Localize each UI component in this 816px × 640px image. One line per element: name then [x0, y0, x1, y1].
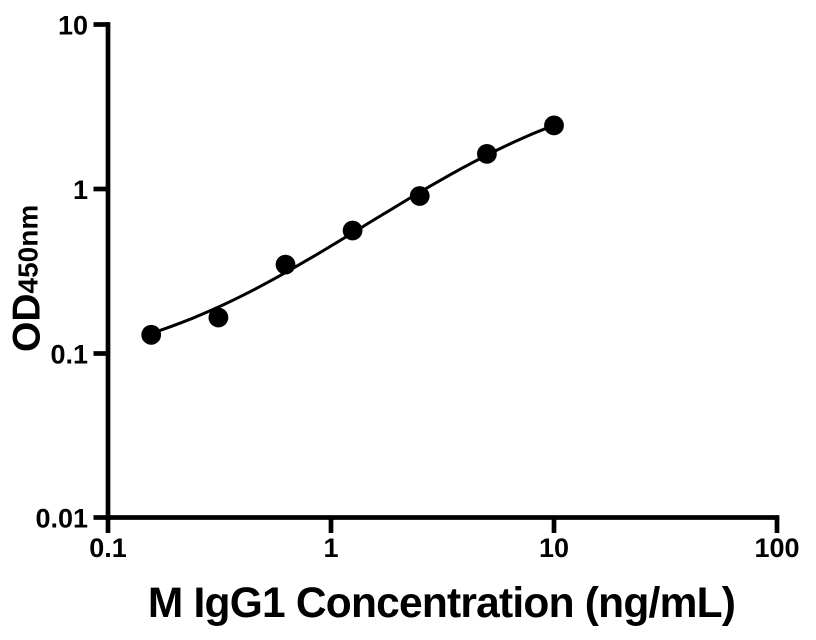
- svg-text:OD450nm: OD450nm: [6, 205, 49, 352]
- svg-text:1: 1: [323, 533, 338, 563]
- svg-text:0.01: 0.01: [35, 504, 88, 534]
- svg-text:10: 10: [539, 533, 569, 563]
- svg-text:M IgG1 Concentration (ng/mL): M IgG1 Concentration (ng/mL): [148, 580, 735, 627]
- svg-text:10: 10: [58, 10, 88, 40]
- svg-text:100: 100: [754, 533, 799, 563]
- svg-text:1: 1: [73, 175, 88, 205]
- svg-text:0.1: 0.1: [50, 339, 88, 369]
- svg-text:0.1: 0.1: [89, 533, 127, 563]
